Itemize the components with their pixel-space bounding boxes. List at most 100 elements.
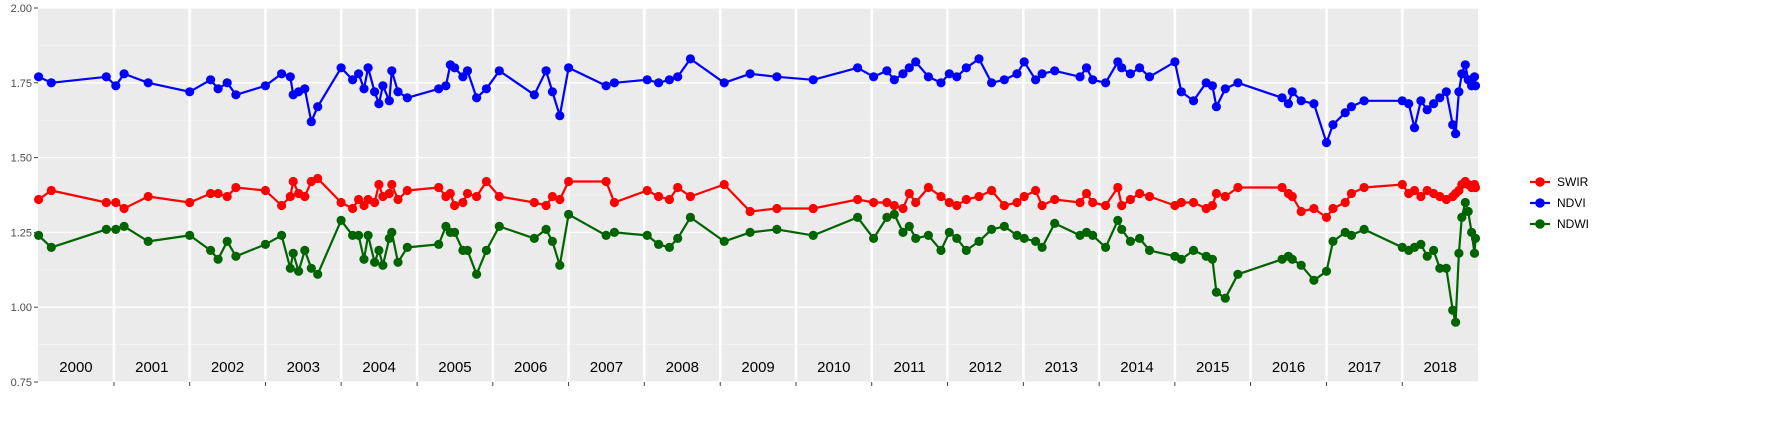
data-point	[869, 72, 879, 82]
data-point	[1287, 191, 1297, 202]
data-point	[1328, 120, 1338, 130]
data-point	[1429, 99, 1439, 109]
data-point	[1031, 185, 1041, 196]
year-label: 2008	[666, 359, 699, 376]
data-point	[882, 197, 892, 208]
data-point	[213, 254, 223, 264]
data-point	[285, 191, 295, 202]
data-point	[1451, 129, 1461, 139]
data-point	[1037, 200, 1047, 211]
data-point	[974, 191, 984, 202]
data-point	[1448, 120, 1458, 130]
data-point	[354, 69, 364, 79]
data-point	[564, 209, 574, 219]
year-labels: 2000 2001 2002 2003 2004 2005 2006 2007 2008 2009…	[59, 359, 1457, 376]
data-point	[987, 224, 997, 234]
data-point	[231, 251, 241, 261]
data-point	[1101, 200, 1111, 211]
data-point	[336, 197, 346, 208]
data-point	[1125, 236, 1135, 246]
data-point	[999, 221, 1009, 231]
data-point	[1088, 75, 1098, 85]
data-point	[547, 236, 558, 246]
data-point	[654, 78, 664, 88]
data-point	[119, 69, 129, 79]
data-point	[1081, 63, 1092, 73]
data-point	[889, 75, 899, 85]
data-point	[1176, 87, 1186, 97]
data-point	[336, 63, 346, 73]
data-point	[1188, 245, 1199, 255]
data-point	[1346, 102, 1356, 112]
data-point	[923, 72, 934, 82]
data-point	[1283, 99, 1293, 109]
data-point	[1233, 182, 1243, 193]
data-point	[999, 200, 1009, 211]
data-point	[898, 227, 908, 237]
data-point	[772, 72, 782, 82]
data-point	[285, 72, 295, 82]
data-point	[300, 84, 310, 94]
data-point	[119, 221, 129, 231]
data-point	[772, 203, 782, 214]
y-axis: 0.75 1.00 1.25 1.50 1.75 2.00	[11, 3, 1403, 389]
data-point	[1019, 191, 1029, 202]
data-point	[450, 63, 460, 73]
series-swir	[34, 173, 1481, 222]
data-point	[936, 191, 946, 202]
year-label: 2012	[969, 359, 1002, 376]
data-point	[222, 78, 232, 88]
data-point	[601, 230, 611, 240]
data-point	[1075, 72, 1085, 82]
data-point	[402, 93, 412, 103]
data-point	[111, 224, 121, 234]
data-point	[1220, 84, 1230, 94]
data-point	[654, 239, 664, 249]
data-point	[462, 188, 473, 199]
data-point	[260, 185, 270, 196]
data-point	[664, 194, 675, 205]
data-point	[300, 191, 310, 202]
data-point	[1233, 269, 1243, 279]
data-point	[185, 197, 195, 208]
data-point	[685, 212, 696, 222]
data-point	[1019, 233, 1029, 243]
data-point	[1359, 224, 1369, 234]
data-point	[374, 245, 384, 255]
data-point	[277, 69, 287, 79]
data-point	[384, 96, 394, 106]
data-point	[143, 236, 153, 246]
data-point	[348, 203, 358, 214]
data-point	[1460, 60, 1470, 70]
legend-label: NDVI	[1557, 196, 1586, 210]
data-point	[889, 200, 899, 211]
data-point	[313, 173, 323, 184]
data-point	[1359, 182, 1369, 193]
data-point	[462, 245, 473, 255]
data-point	[354, 194, 364, 205]
year-label: 2018	[1423, 359, 1456, 376]
data-point	[1101, 242, 1111, 252]
data-point	[853, 63, 863, 73]
data-point	[1429, 245, 1439, 255]
data-point	[719, 179, 729, 190]
data-point	[745, 69, 755, 79]
data-point	[529, 90, 539, 100]
data-point	[111, 197, 121, 208]
data-point	[529, 197, 539, 208]
data-point	[213, 188, 223, 199]
data-point	[904, 221, 914, 231]
data-point	[1435, 93, 1445, 103]
data-point	[1451, 317, 1461, 327]
data-point	[1463, 206, 1473, 217]
data-point	[378, 81, 388, 91]
y-tick-label: 1.50	[11, 153, 32, 165]
data-point	[1277, 93, 1287, 103]
data-point	[393, 87, 403, 97]
data-point	[1031, 236, 1041, 246]
data-point	[911, 57, 921, 67]
data-point	[1135, 188, 1145, 199]
data-point	[1346, 230, 1356, 240]
data-point	[1211, 102, 1221, 112]
data-point	[359, 254, 369, 264]
